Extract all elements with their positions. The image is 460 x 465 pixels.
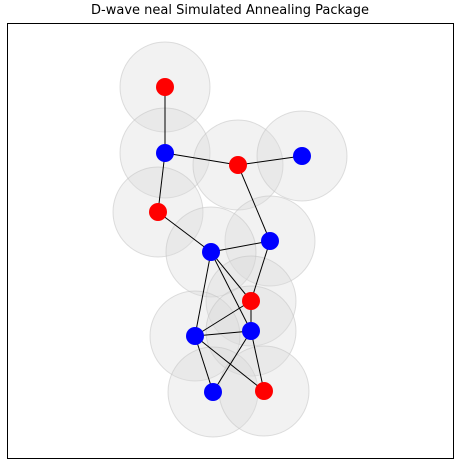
graph-edges (157, 87, 303, 393)
edge-n6-n5 (210, 240, 271, 253)
graph-nodes (149, 78, 311, 401)
edge-n6-n7 (210, 251, 252, 302)
edge-n6-n8 (194, 251, 212, 337)
edge-n6-n9 (210, 251, 252, 332)
node-n6 (202, 243, 220, 261)
edge-n8-n9 (194, 330, 252, 337)
node-n10 (204, 383, 222, 401)
node-n11 (255, 382, 273, 400)
node-n7 (242, 292, 260, 310)
node-n5 (261, 232, 279, 250)
node-n4 (149, 203, 167, 221)
node-n0 (156, 78, 174, 96)
edge-n5-n7 (250, 240, 271, 302)
edge-n9-n10 (212, 330, 252, 393)
node-n2 (229, 156, 247, 174)
edge-n9-n11 (250, 330, 265, 392)
edge-n8-n10 (194, 335, 214, 393)
edge-n1-n4 (157, 152, 166, 213)
node-halos (112, 41, 348, 438)
node-n8 (186, 327, 204, 345)
edge-n2-n5 (237, 164, 271, 242)
node-n1 (156, 144, 174, 162)
diagram-title: D-wave neal Simulated Annealing Package (91, 3, 369, 18)
edge-n4-n6 (157, 211, 212, 253)
node-n9 (242, 322, 260, 340)
plot-frame (7, 23, 454, 459)
node-n3 (293, 147, 311, 165)
edge-n1-n2 (164, 152, 239, 166)
edge-n8-n7 (194, 300, 252, 337)
edge-n2-n3 (237, 155, 303, 166)
edge-n8-n11 (194, 335, 265, 392)
